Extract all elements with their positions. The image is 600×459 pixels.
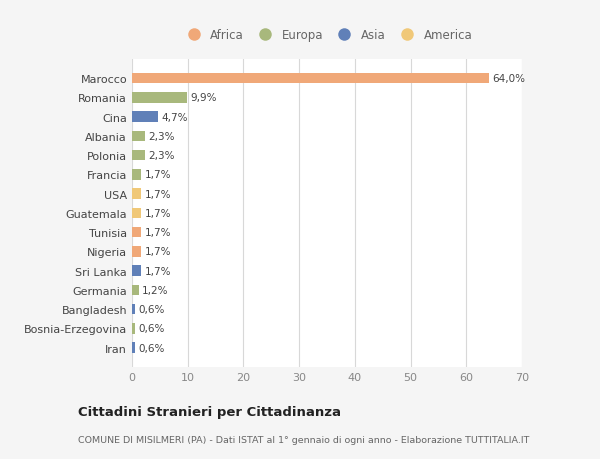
Text: 1,7%: 1,7% [145,208,172,218]
Text: 2,3%: 2,3% [148,132,175,141]
Text: 1,7%: 1,7% [145,170,172,180]
Text: 0,6%: 0,6% [139,343,165,353]
Bar [132,151,145,161]
Bar [132,170,142,180]
Text: 2,3%: 2,3% [148,151,175,161]
Bar [132,227,142,238]
Text: 1,7%: 1,7% [145,228,172,238]
Text: 1,7%: 1,7% [145,247,172,257]
Text: 1,7%: 1,7% [145,189,172,199]
Text: 4,7%: 4,7% [161,112,188,123]
Text: 1,7%: 1,7% [145,266,172,276]
Text: Cittadini Stranieri per Cittadinanza: Cittadini Stranieri per Cittadinanza [78,405,341,419]
Bar [132,285,139,296]
Bar [132,246,142,257]
Text: COMUNE DI MISILMERI (PA) - Dati ISTAT al 1° gennaio di ogni anno - Elaborazione : COMUNE DI MISILMERI (PA) - Dati ISTAT al… [78,435,529,443]
Bar [132,189,142,200]
Text: 0,6%: 0,6% [139,324,165,334]
Text: 0,6%: 0,6% [139,304,165,314]
Bar [132,112,158,123]
Bar [132,266,142,276]
Text: 9,9%: 9,9% [191,93,217,103]
Text: 1,2%: 1,2% [142,285,169,295]
Bar [132,93,187,103]
Legend: Africa, Europa, Asia, America: Africa, Europa, Asia, America [182,28,472,42]
Bar [132,208,142,219]
Bar [132,131,145,142]
Text: 64,0%: 64,0% [492,74,525,84]
Bar [132,304,136,315]
Bar [132,343,136,353]
Bar [132,73,488,84]
Bar [132,324,136,334]
